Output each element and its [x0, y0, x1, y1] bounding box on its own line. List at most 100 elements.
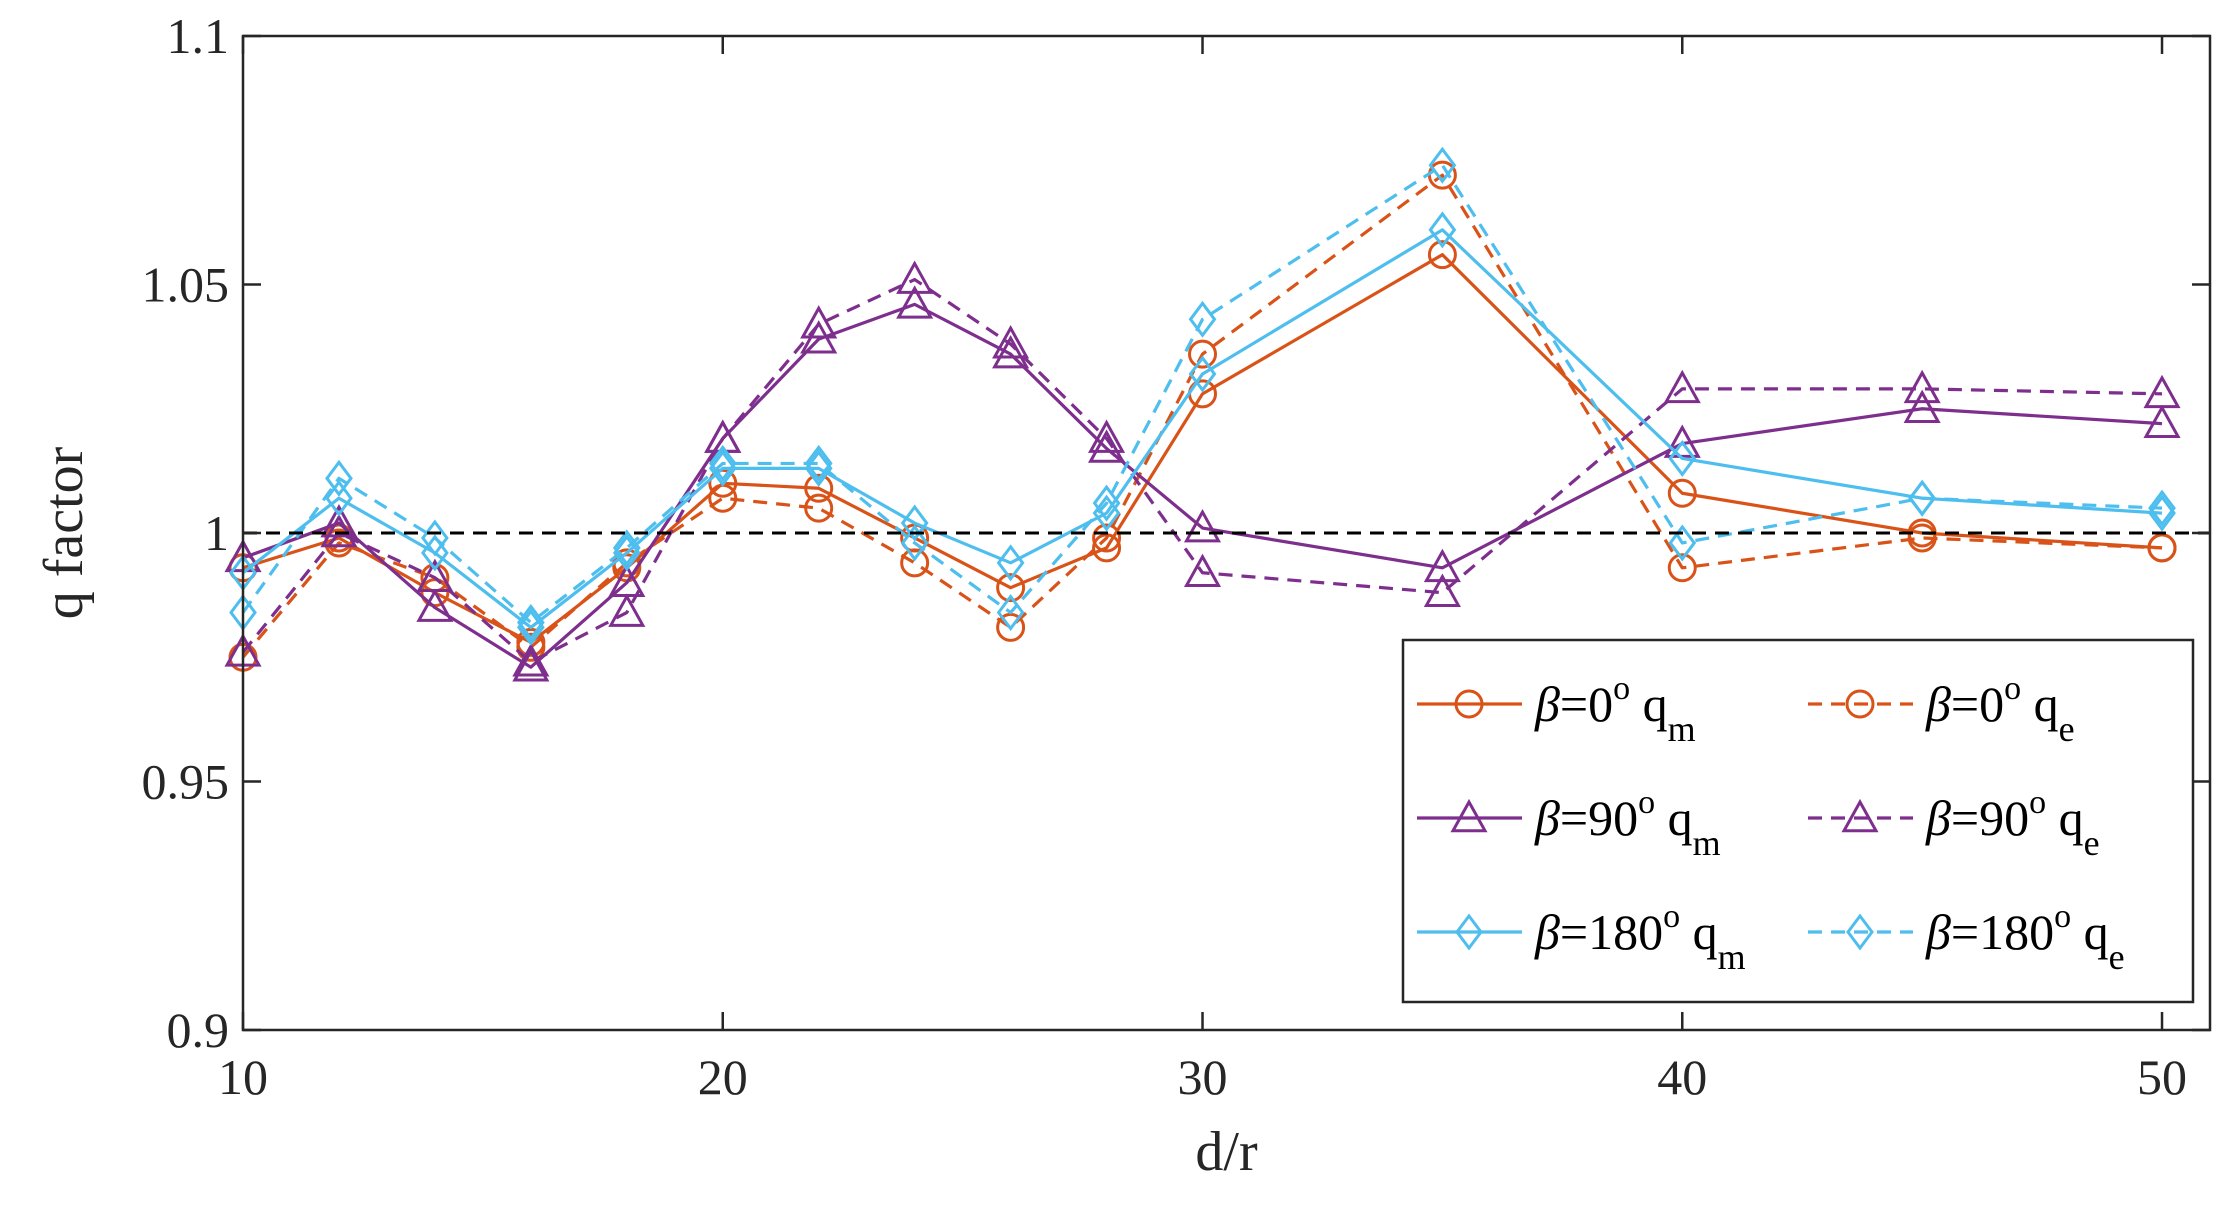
legend-label-beta: β [1534, 904, 1560, 960]
legend-label-sub: m [1693, 823, 1721, 863]
data-point [1183, 553, 1222, 588]
data-point [1188, 339, 1218, 369]
data-point [804, 444, 833, 482]
y-axis-label: q factor [33, 446, 95, 619]
data-point [1088, 419, 1126, 453]
data-point [900, 524, 929, 562]
legend-label-angle: =90 [1560, 790, 1638, 846]
data-point [800, 305, 838, 339]
series-3 [224, 260, 2181, 677]
data-point [1188, 355, 1217, 393]
legend-marker [1841, 798, 1879, 833]
data-point [708, 444, 737, 482]
legend-label-deg: o [1613, 670, 1630, 707]
data-point [896, 285, 934, 319]
series-line-2 [242, 302, 2163, 669]
legend-marker [1450, 798, 1488, 833]
data-point [2143, 374, 2181, 409]
data-point [2143, 404, 2181, 438]
legend-label-q: q [2046, 790, 2084, 846]
legend-label-deg: o [1638, 784, 1655, 821]
legend-marker [1454, 689, 1484, 719]
legend-item-4: β=180o qm [1417, 898, 1746, 977]
series-line-4 [242, 228, 2163, 630]
legend-label-sub: m [1668, 709, 1696, 749]
data-point [1667, 553, 1697, 583]
x-tick-label: 40 [1657, 1049, 1707, 1105]
legend-label-beta: β [1925, 676, 1951, 732]
data-point [996, 544, 1025, 582]
data-point [1088, 429, 1126, 463]
data-point [1188, 300, 1217, 338]
data-point [1428, 211, 1457, 249]
data-point [416, 588, 454, 622]
data-point [896, 260, 934, 294]
data-point [1427, 240, 1457, 270]
data-point [516, 603, 545, 641]
legend-label-q: q [1680, 904, 1718, 960]
legend-label-q: q [1655, 790, 1693, 846]
legend-label-q: q [1630, 676, 1668, 732]
data-point [1667, 478, 1697, 508]
legend-item-2: β=90o qm [1417, 784, 1721, 863]
data-point [320, 503, 358, 538]
legend-label: β=0o qm [1534, 670, 1696, 749]
legend-marker [1846, 913, 1874, 951]
series-5 [229, 146, 2176, 641]
legend-label-angle: =180 [1560, 904, 1663, 960]
legend-item-1: β=0o qe [1808, 670, 2075, 749]
data-point [992, 334, 1030, 369]
data-point [416, 558, 454, 593]
data-point [996, 594, 1025, 632]
data-point [1907, 523, 1937, 553]
data-point [1908, 479, 1937, 517]
legend-label-angle: =90 [1951, 790, 2029, 846]
legend-label: β=180o qm [1534, 898, 1746, 977]
legend-label-beta: β [1534, 790, 1560, 846]
tick-layer: 10 20 30 40 50 0.9 0.95 1 1.05 1.1 [142, 8, 2210, 1105]
legend-label-deg: o [2004, 670, 2021, 707]
data-point [804, 473, 834, 503]
data-point [325, 459, 353, 497]
data-point [325, 479, 353, 517]
legend-label: β=0o qe [1925, 670, 2075, 749]
data-point [1668, 439, 1697, 477]
x-tick-label: 10 [218, 1049, 268, 1105]
data-point [1903, 369, 1941, 404]
y-tick-label: 0.9 [167, 1002, 230, 1058]
data-point [2148, 489, 2176, 527]
x-axis-label: d/r [1195, 1121, 1258, 1183]
legend-item-3: β=90o qe [1808, 784, 2100, 863]
data-point [608, 593, 646, 627]
data-point [1668, 524, 1697, 562]
legend-label: β=90o qm [1534, 784, 1721, 863]
data-point [708, 449, 737, 487]
y-tick-label: 1.05 [142, 257, 230, 313]
legend-label-angle: =0 [1560, 676, 1613, 732]
legend-label-sub: e [2084, 823, 2100, 863]
data-point [516, 608, 545, 646]
legend-label-sub: e [2059, 709, 2075, 749]
legend-label-deg: o [2029, 784, 2046, 821]
data-point [1423, 548, 1461, 583]
series-line-5 [241, 163, 2163, 625]
data-point [1092, 523, 1122, 553]
data-point [421, 534, 449, 572]
legend-marker [1845, 689, 1875, 719]
data-point [1903, 389, 1941, 424]
data-point [1423, 573, 1461, 607]
data-point [512, 648, 550, 682]
data-point [612, 529, 641, 567]
legend-label-q: q [2021, 676, 2059, 732]
data-point [1428, 146, 1457, 184]
y-tick-label: 0.95 [142, 754, 230, 810]
legend-label-beta: β [1925, 904, 1951, 960]
x-tick-label: 30 [1178, 1049, 1228, 1105]
data-point [1092, 484, 1121, 522]
y-tick-label: 1.1 [167, 8, 230, 64]
data-point [516, 632, 546, 662]
legend-label-angle: =180 [1951, 904, 2054, 960]
data-point [512, 643, 550, 677]
